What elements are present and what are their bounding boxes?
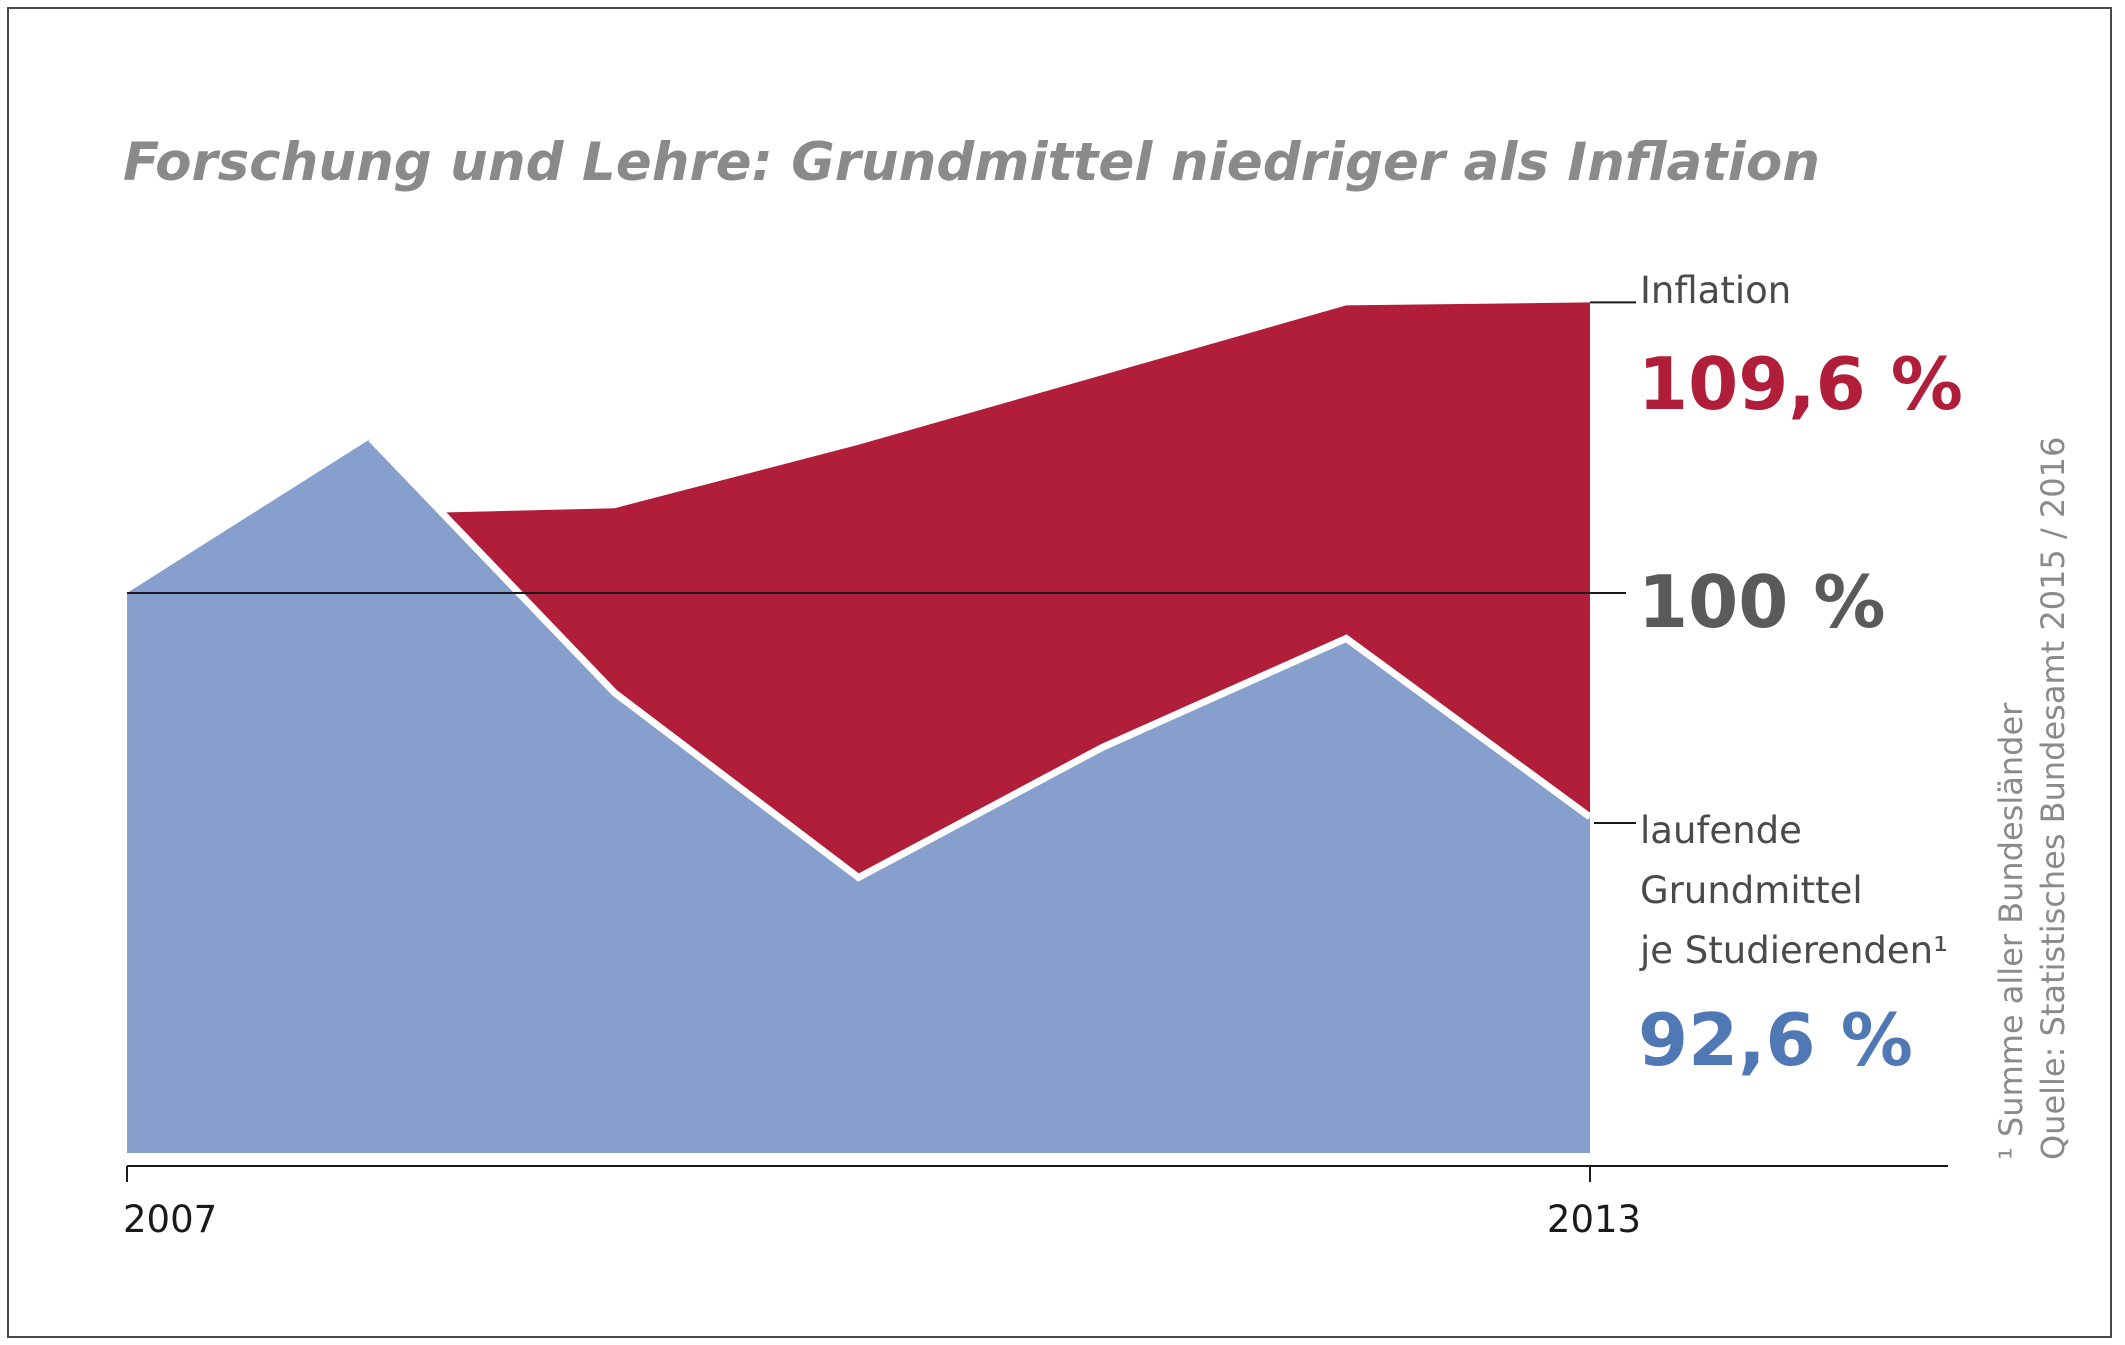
baseline-value: 100 % bbox=[1638, 560, 1886, 644]
x-tick-label-2013: 2013 bbox=[1547, 1198, 1641, 1241]
funds-area bbox=[127, 438, 1590, 1154]
inflation-value: 109,6 % bbox=[1638, 342, 1963, 426]
x-tick-label-2007: 2007 bbox=[123, 1198, 217, 1241]
funds-label-line1: laufende bbox=[1640, 809, 1802, 852]
funds-outline bbox=[368, 436, 1593, 882]
inflation-label: Inflation bbox=[1640, 269, 1791, 312]
footnote-line: ¹ Summe aller Bundesländer bbox=[1992, 702, 2030, 1160]
chart-frame bbox=[7, 7, 2112, 1338]
chart-title: Forschung und Lehre: Grundmittel niedrig… bbox=[123, 132, 1820, 193]
funds-label-line2: Grundmittel bbox=[1640, 869, 1863, 912]
funds-value: 92,6 % bbox=[1638, 998, 1913, 1082]
funds-label-line3: je Studierenden¹ bbox=[1639, 929, 1948, 972]
plot-area bbox=[127, 302, 1593, 1154]
source-line: Quelle: Statistisches Bundesamt 2015 / 2… bbox=[2034, 437, 2072, 1160]
footnote-block: ¹ Summe aller Bundesländer Quelle: Stati… bbox=[1992, 437, 2072, 1160]
